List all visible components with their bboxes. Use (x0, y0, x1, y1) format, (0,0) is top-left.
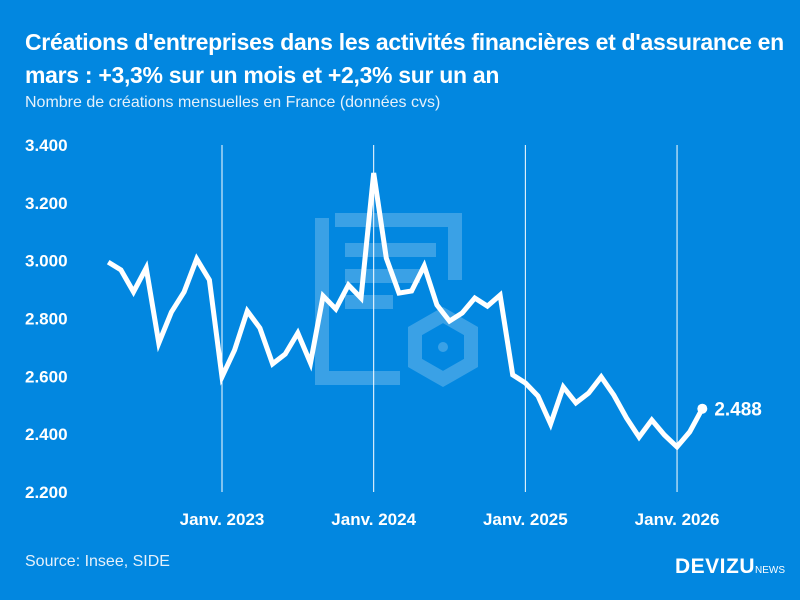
chart-title: Créations d'entreprises dans les activit… (25, 29, 784, 88)
x-tick-label: Janv. 2026 (635, 510, 720, 529)
last-point (697, 403, 708, 414)
source-note: Source: Insee, SIDE (25, 553, 170, 570)
chart-subtitle: Nombre de créations mensuelles en France… (25, 94, 441, 111)
x-tick-label: Janv. 2024 (331, 510, 416, 529)
y-tick-label: 2.800 (25, 310, 68, 329)
brand-logo: DEVIZUNEWS (675, 555, 785, 579)
y-tick-label: 3.200 (25, 194, 68, 213)
watermark-logo-icon (315, 213, 478, 388)
x-tick-label: Janv. 2025 (483, 510, 568, 529)
logo-suffix: NEWS (755, 565, 786, 576)
y-tick-label: 3.000 (25, 252, 68, 271)
logo-text: DEVIZU (675, 555, 756, 578)
y-tick-label: 3.400 (25, 136, 68, 155)
series-line (106, 172, 705, 451)
y-tick-label: 2.600 (25, 367, 68, 386)
x-tick-label: Janv. 2023 (180, 510, 265, 529)
y-tick-label: 2.400 (25, 425, 68, 444)
last-value-label: 2.488 (714, 400, 762, 421)
y-tick-label: 2.200 (25, 483, 68, 502)
